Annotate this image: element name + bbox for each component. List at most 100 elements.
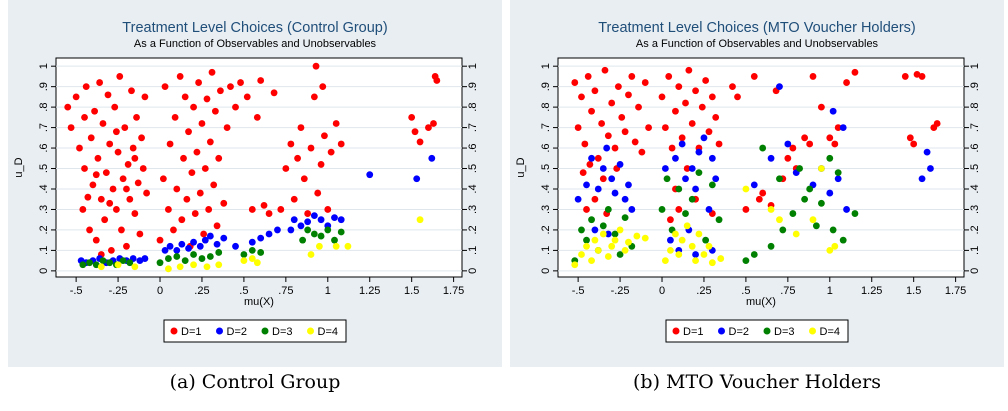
data-point-d1 (64, 103, 72, 111)
data-point-d1 (92, 236, 100, 244)
legend-marker (809, 327, 816, 335)
data-point-d1 (604, 132, 612, 140)
data-point-d2 (843, 206, 850, 213)
data-point-d1 (586, 161, 594, 168)
data-point-d2 (161, 246, 169, 254)
data-point-d2 (317, 216, 325, 224)
data-point-d1 (84, 193, 92, 201)
data-point-d2 (672, 154, 679, 162)
data-point-d2 (667, 236, 674, 244)
x-tick-label: 1 (325, 285, 331, 297)
data-point-d1 (685, 66, 693, 74)
data-point-d3 (99, 257, 107, 265)
data-point-d1 (232, 103, 239, 111)
data-point-d1 (211, 107, 219, 115)
data-point-d1 (608, 99, 616, 107)
data-point-d2 (923, 148, 931, 156)
data-point-d3 (240, 251, 248, 258)
data-point-d1 (243, 93, 251, 101)
legend-marker (672, 327, 680, 335)
data-point-d1 (112, 206, 120, 213)
data-point-d4 (705, 242, 713, 250)
data-point-d1 (253, 113, 261, 121)
scatter-chart-control: Treatment Level Choices (Control Group) A… (8, 0, 502, 367)
y-tick-label-right: .6 (467, 143, 479, 152)
y-tick-label-right: .8 (467, 103, 479, 112)
legend-marker (261, 327, 269, 335)
y-axis-label: u_D (515, 157, 527, 177)
y-tick-label-right: 0 (467, 268, 479, 274)
y-tick-label-right: .9 (969, 82, 981, 91)
data-point-d1 (784, 154, 792, 162)
data-point-d1 (408, 113, 416, 121)
data-point-d4 (641, 234, 649, 242)
x-tick-label: .25 (194, 285, 209, 297)
y-tick-label-right: .2 (969, 225, 981, 234)
data-point-d4 (826, 246, 834, 254)
data-point-d1 (584, 73, 592, 80)
data-point-d1 (287, 140, 295, 148)
data-point-d1 (126, 195, 134, 203)
legend-marker (763, 327, 771, 335)
data-point-d1 (139, 165, 147, 172)
data-point-d1 (594, 154, 602, 162)
data-point-d1 (310, 93, 318, 101)
y-tick-label-left: .5 (38, 164, 50, 173)
data-point-d4 (240, 257, 248, 265)
data-point-d1 (190, 103, 197, 111)
data-point-d1 (79, 206, 87, 213)
data-point-d4 (683, 222, 691, 230)
legend-label: D=2 (227, 326, 248, 338)
chart-title: Treatment Level Choices (Control Group) (122, 20, 387, 36)
data-point-d1 (638, 148, 646, 156)
data-point-d1 (109, 185, 117, 193)
y-tick-label-left: .8 (540, 103, 552, 112)
data-point-d3 (604, 206, 612, 213)
data-point-d4 (307, 251, 315, 258)
y-tick-label-left: .2 (540, 225, 552, 234)
y-tick-label-left: 1 (38, 63, 50, 69)
data-point-d3 (839, 236, 847, 244)
data-point-d1 (106, 140, 114, 148)
data-point-d1 (332, 120, 340, 127)
data-point-d1 (625, 91, 632, 99)
data-point-d1 (755, 195, 763, 203)
data-point-d1 (138, 134, 145, 142)
data-point-d1 (82, 83, 90, 91)
data-point-d3 (588, 216, 595, 224)
y-tick-label-left: .4 (38, 184, 50, 193)
data-point-d3 (759, 144, 767, 152)
data-point-d1 (176, 73, 184, 80)
data-point-d3 (304, 226, 312, 234)
data-point-d1 (277, 206, 285, 213)
legend-box (163, 319, 347, 343)
data-point-d1 (692, 87, 699, 95)
data-point-d4 (578, 251, 585, 258)
data-point-d1 (588, 107, 595, 115)
legend-marker (307, 327, 314, 335)
data-point-d1 (188, 169, 196, 177)
data-point-d3 (715, 216, 723, 224)
y-tick-label-right: .3 (969, 205, 981, 214)
y-tick-label-right: .5 (969, 164, 981, 173)
data-point-d2 (141, 255, 149, 262)
data-point-d3 (310, 230, 318, 238)
data-point-d4 (611, 236, 619, 244)
data-point-d1 (215, 154, 223, 162)
data-point-d1 (223, 124, 231, 131)
data-point-d1 (92, 171, 100, 179)
legend-label: D=2 (729, 326, 750, 338)
data-point-d2 (826, 189, 834, 197)
data-point-d2 (185, 244, 192, 252)
data-point-d1 (789, 144, 797, 152)
x-tick-label: 1.25 (359, 285, 380, 297)
data-point-d1 (702, 77, 710, 84)
data-point-d1 (675, 206, 683, 213)
data-point-d2 (591, 226, 599, 234)
data-point-d3 (331, 236, 338, 244)
data-point-d1 (806, 140, 814, 148)
data-point-d3 (742, 257, 750, 265)
data-point-d1 (314, 189, 322, 197)
chart-subtitle: As a Function of Observables and Unobser… (636, 38, 879, 50)
data-point-d2 (776, 83, 783, 91)
